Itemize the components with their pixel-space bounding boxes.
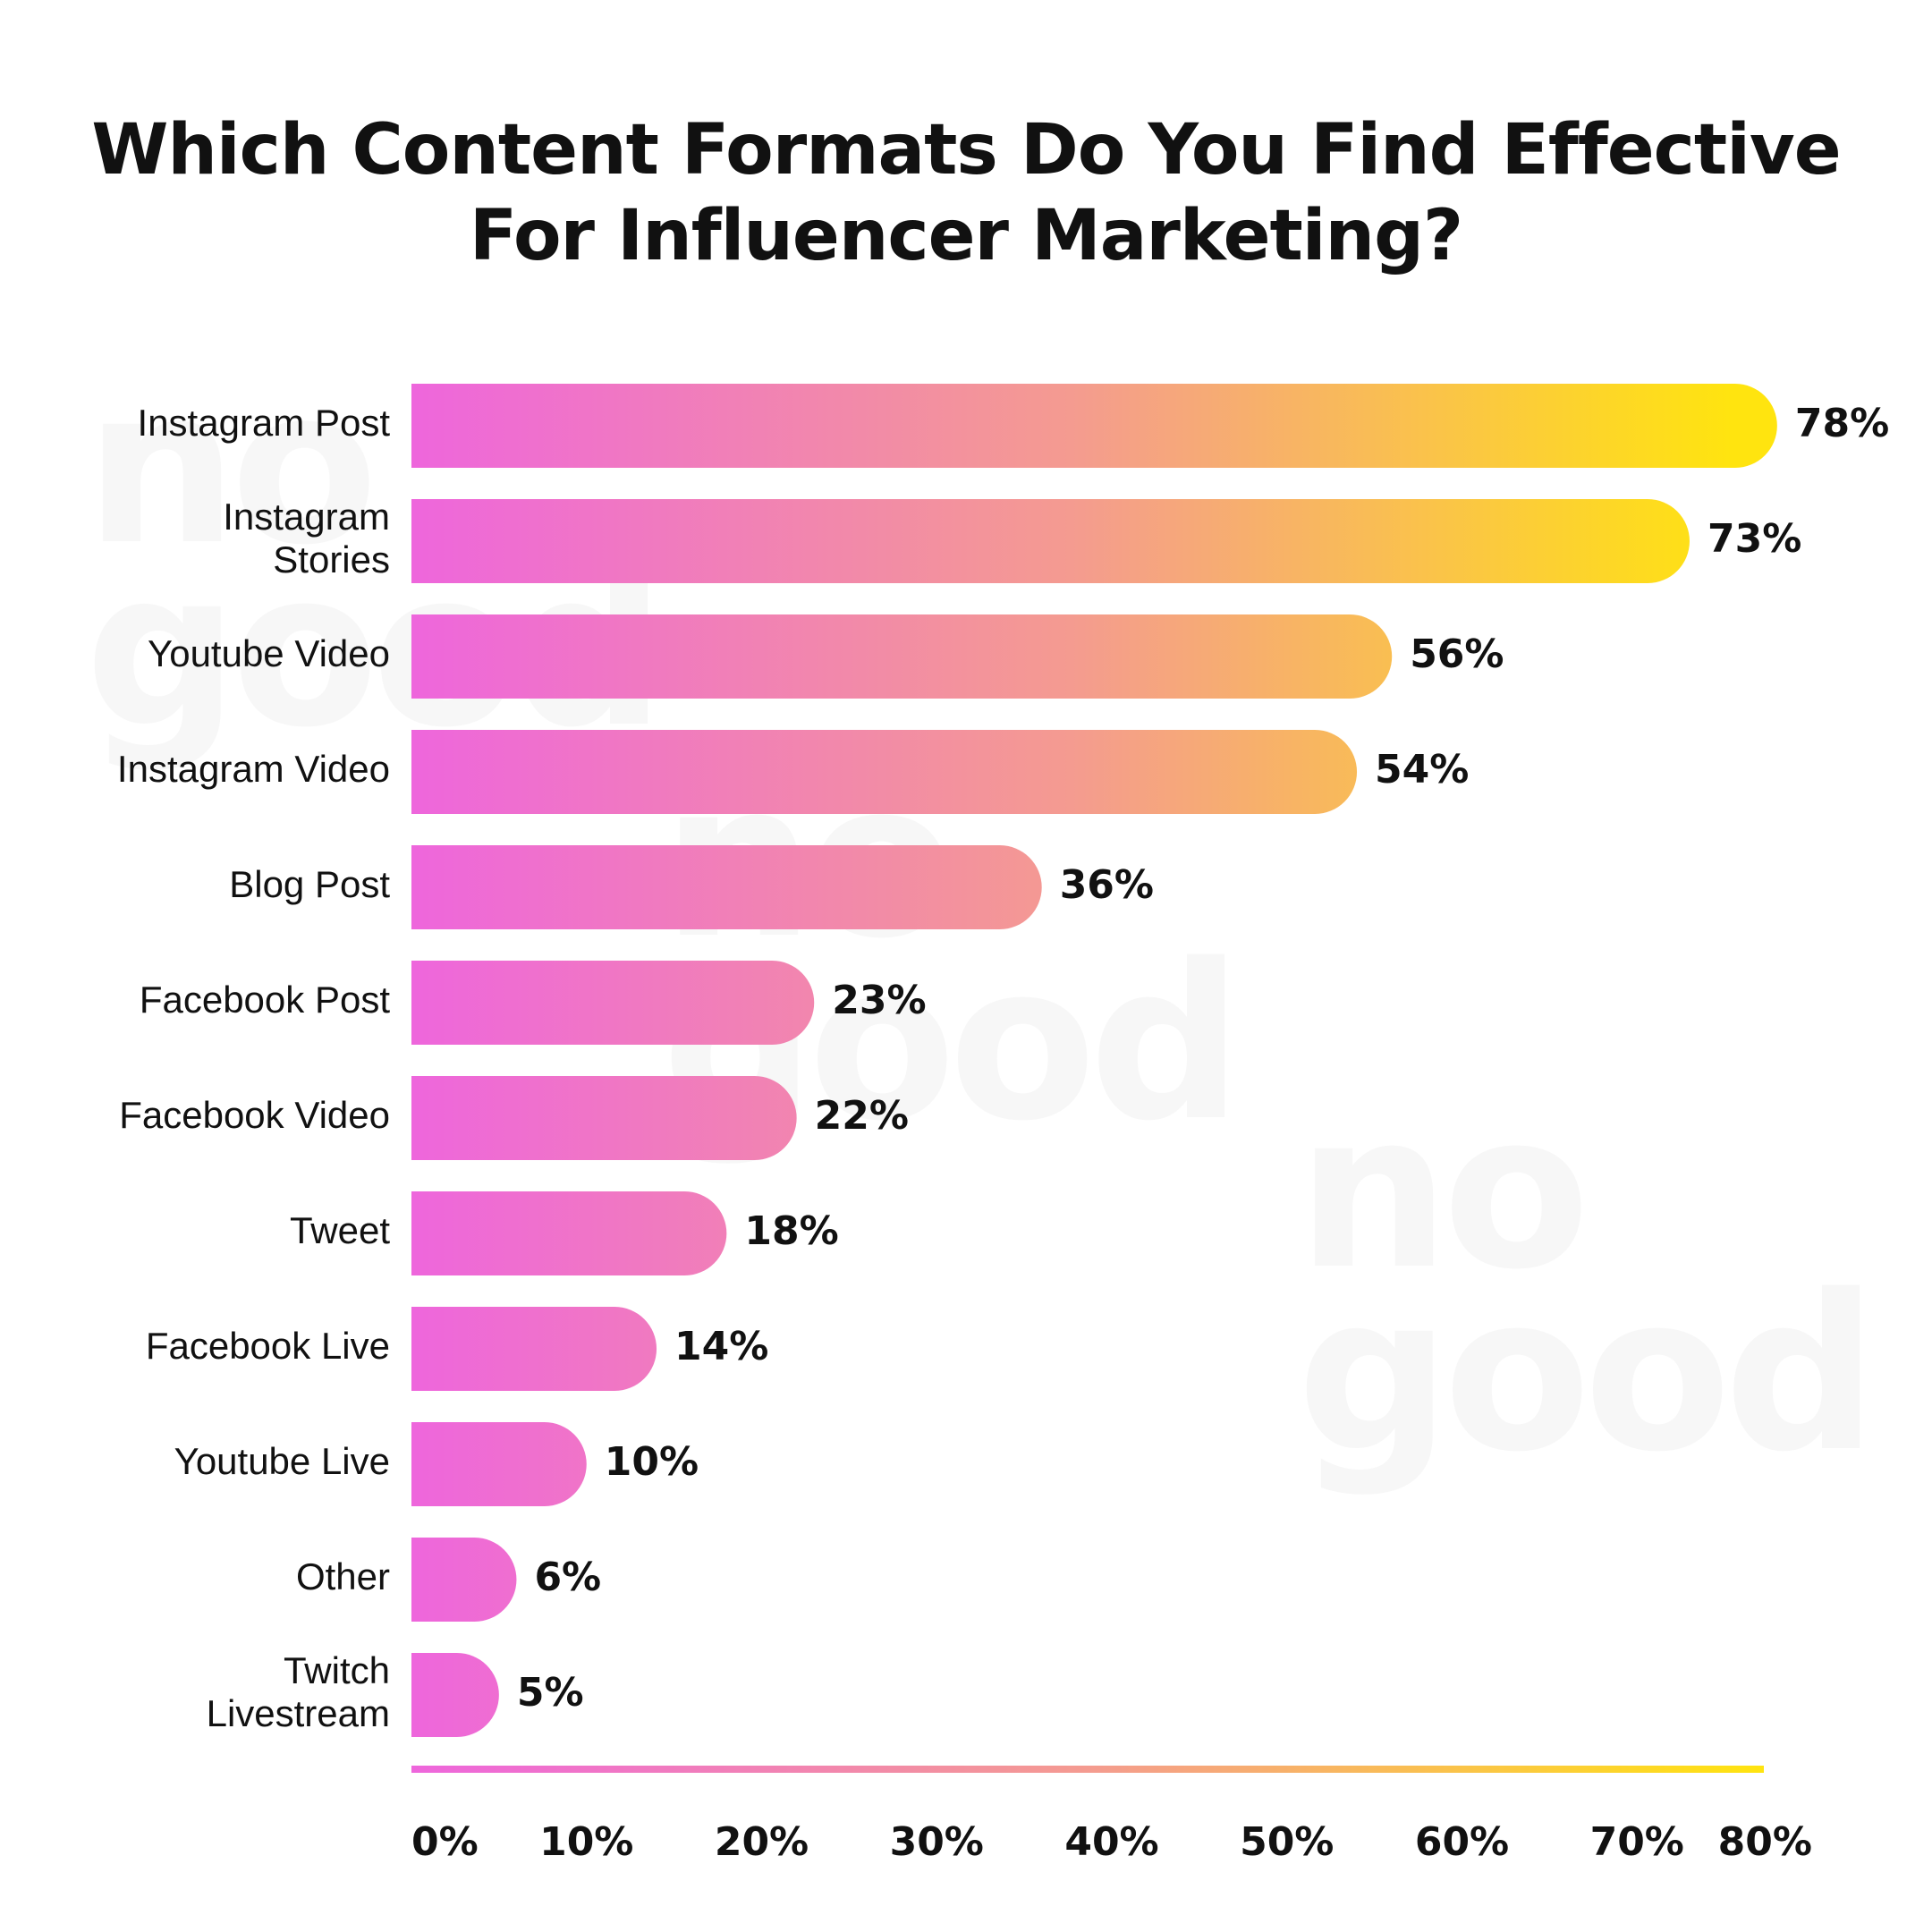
chart-title-line: For Influencer Marketing? <box>469 196 1463 276</box>
bar <box>411 1307 657 1391</box>
category-label: Instagram Post <box>138 402 391 444</box>
bar <box>411 384 1777 468</box>
x-axis-line <box>411 1766 1764 1773</box>
x-tick-label: 20% <box>715 1819 809 1865</box>
bar <box>411 1422 587 1506</box>
x-tick-label: 10% <box>539 1819 633 1865</box>
bar <box>411 1538 517 1622</box>
x-tick-label: 80% <box>1718 1819 1812 1865</box>
x-tick-label: 0% <box>411 1819 479 1865</box>
value-label: 54% <box>1375 747 1469 792</box>
category-label: Blog Post <box>229 863 390 905</box>
chart-title-line: Which Content Formats Do You Find Effect… <box>91 110 1841 191</box>
value-label: 73% <box>1707 516 1801 562</box>
x-tick-label: 30% <box>890 1819 984 1865</box>
value-label: 5% <box>517 1670 584 1716</box>
category-label: Facebook Video <box>119 1094 390 1136</box>
bar <box>411 730 1358 814</box>
category-label: Other <box>296 1555 390 1597</box>
category-label: Tweet <box>290 1209 390 1251</box>
bar <box>411 499 1690 583</box>
value-label: 10% <box>605 1439 699 1485</box>
x-axis-ticks: 0% 10% 20% 30% 40% 50% 60% 70% 80% <box>411 1819 1812 1865</box>
value-label: 56% <box>1410 631 1504 677</box>
x-tick-label: 50% <box>1240 1819 1334 1865</box>
value-label: 18% <box>744 1208 838 1254</box>
bars-layer <box>411 384 1777 1737</box>
x-tick-label: 70% <box>1590 1819 1684 1865</box>
value-label: 14% <box>674 1324 768 1369</box>
category-label: Instagram Video <box>117 748 390 790</box>
value-label: 6% <box>534 1555 601 1600</box>
watermark-line: no <box>1297 1066 1590 1317</box>
category-label: Youtube Live <box>174 1440 390 1482</box>
watermark-line: no <box>85 342 378 592</box>
value-label: 36% <box>1060 862 1154 908</box>
value-label: 78% <box>1795 401 1889 446</box>
category-label: Instagram Stories <box>223 496 390 580</box>
value-labels: 78% 73% 56% 54% 36% 23% 22% 18% 14% 10% 6% 5% <box>517 401 1889 1716</box>
category-label: Facebook Live <box>146 1325 390 1367</box>
category-labels: Instagram Post Instagram Stories Youtube Vi… <box>117 402 390 1734</box>
bar <box>411 845 1042 929</box>
watermark-line: good <box>1297 1249 1877 1499</box>
x-tick-label: 40% <box>1064 1819 1158 1865</box>
value-label: 22% <box>815 1093 909 1139</box>
category-label: Twitch Livestream <box>207 1649 390 1734</box>
bar <box>411 614 1393 699</box>
bar <box>411 961 815 1045</box>
bar <box>411 1191 727 1275</box>
chart-title: Which Content Formats Do You Find Effect… <box>0 107 1932 279</box>
bar <box>411 1653 499 1737</box>
watermark-3: no good <box>1297 1066 1877 1499</box>
category-label: Facebook Post <box>140 979 390 1021</box>
value-label: 23% <box>832 978 926 1023</box>
x-tick-label: 60% <box>1415 1819 1509 1865</box>
bar <box>411 1076 797 1160</box>
category-label: Youtube Video <box>148 632 390 674</box>
